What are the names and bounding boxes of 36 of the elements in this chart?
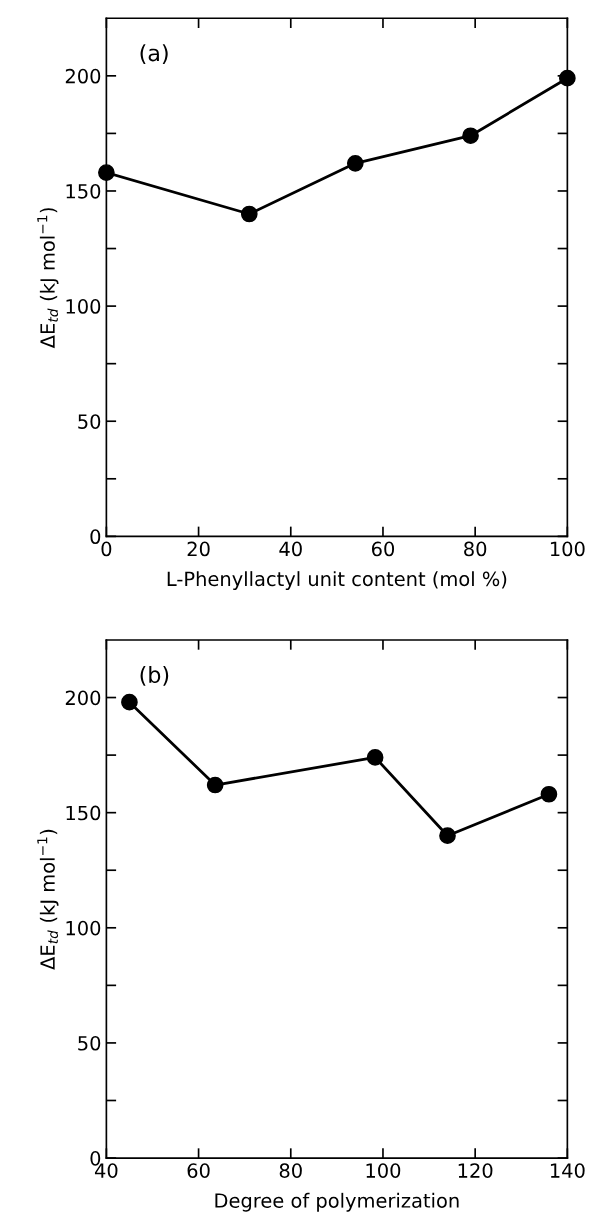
y-tick-label: 0 <box>90 529 101 545</box>
x-tick-label: 60 <box>371 541 395 557</box>
point <box>540 785 558 803</box>
x-tick-label: 0 <box>101 541 112 557</box>
x-tick-label: 140 <box>550 1163 585 1178</box>
y-tick-label: 150 <box>66 183 101 199</box>
y-tick-label: 150 <box>66 805 101 821</box>
x-axis-title: L-Phenyllactyl unit content (mol %) <box>167 571 507 590</box>
y-tick-label: 100 <box>66 920 101 936</box>
point <box>366 749 384 766</box>
y-axis-title: ΔE$_{td}$ (kJ mol$^{−1}$) <box>37 829 59 970</box>
y-tick-label: 200 <box>65 690 101 706</box>
x-tick-label: 80 <box>279 1163 302 1178</box>
point <box>98 164 115 181</box>
y-tick-label: 200 <box>65 68 101 84</box>
x-tick-label: 100 <box>366 1163 401 1178</box>
point <box>346 155 364 172</box>
x-tick-label: 80 <box>464 541 487 557</box>
point <box>121 693 138 711</box>
x-tick-label: 20 <box>187 541 210 557</box>
point <box>206 776 224 794</box>
y-tick-label: 50 <box>78 414 101 429</box>
y-tick-label: 50 <box>78 1035 101 1051</box>
point <box>240 205 258 223</box>
y-tick-label: 100 <box>66 299 101 314</box>
x-tick-label: 40 <box>279 541 302 557</box>
annotation: (a) <box>140 44 168 64</box>
annotation: (b) <box>140 665 169 686</box>
x-axis-title: Degree of polymerization <box>215 1192 459 1212</box>
x-tick-label: 120 <box>458 1163 493 1178</box>
x-tick-label: 60 <box>187 1163 210 1178</box>
y-axis-title: ΔE$_{td}$ (kJ mol$^{−1}$) <box>37 208 59 349</box>
point <box>439 827 456 845</box>
x-tick-label: 100 <box>550 541 585 557</box>
point <box>559 69 576 87</box>
point <box>462 127 479 145</box>
